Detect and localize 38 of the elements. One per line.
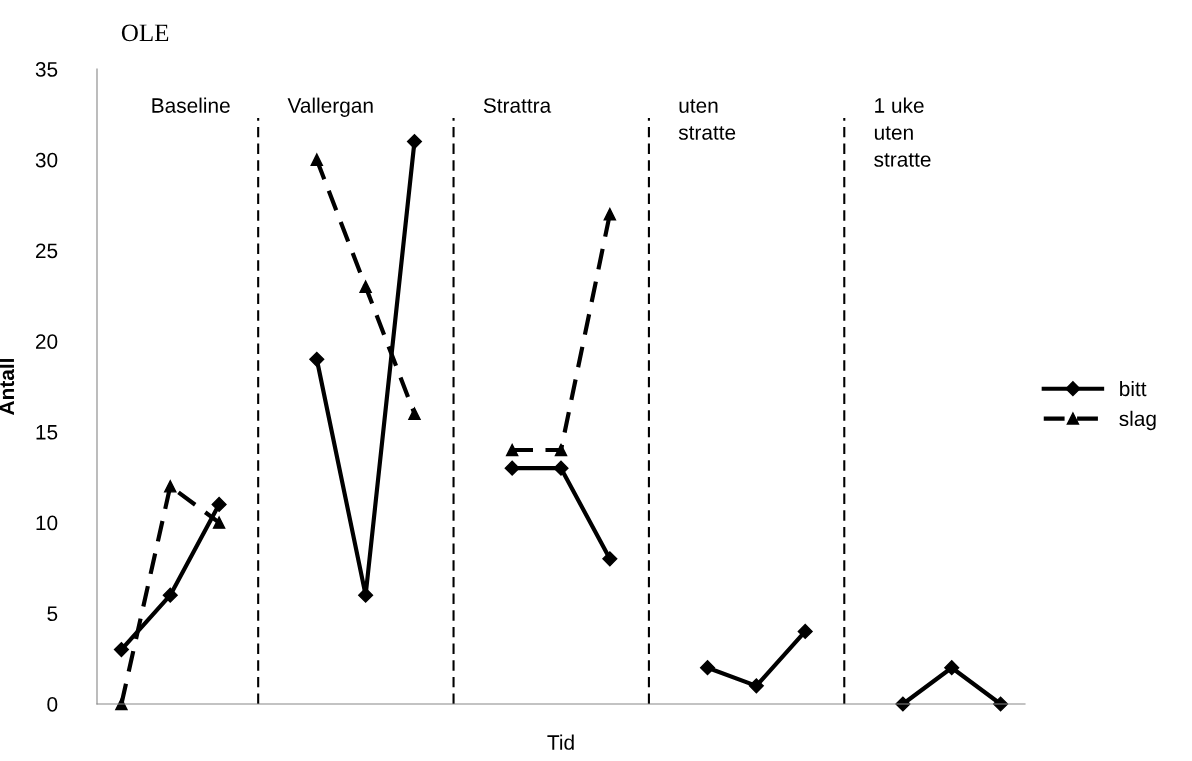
y-tick-label: 0 [47,697,58,712]
x-axis-title: Tid [547,734,574,750]
y-tick-label: 35 [35,62,58,77]
chart-title: OLE [121,24,169,42]
point [406,134,423,150]
y-tick-label: 20 [35,334,58,349]
point [797,623,813,639]
point [505,443,519,457]
y-tick-label: 10 [36,515,58,531]
point [211,496,227,512]
point [309,351,325,367]
text: 1 uke uten stratte [874,97,931,167]
text: Strattra [483,98,552,113]
y-tick-label: 30 [35,152,58,168]
point [164,480,177,493]
y-tick-label: 25 [35,243,58,259]
point [699,660,716,676]
point [408,407,421,420]
point [944,660,960,676]
point [748,678,764,694]
point [310,153,324,166]
point [359,280,372,293]
legend-label: bitt [1120,380,1147,397]
annotation: Baseline [152,97,230,113]
legend-label: slag [1119,410,1156,431]
y-tick-label: 5 [47,606,58,622]
text: Vallergan [287,97,373,117]
point [554,443,568,457]
y-tick-label: 15 [36,425,58,440]
point [162,587,178,603]
point [602,551,618,567]
point [603,207,617,221]
point [113,642,129,658]
point [553,460,569,476]
point [358,587,374,603]
text: uten stratte [678,99,736,140]
point [504,460,520,476]
point [212,516,226,529]
